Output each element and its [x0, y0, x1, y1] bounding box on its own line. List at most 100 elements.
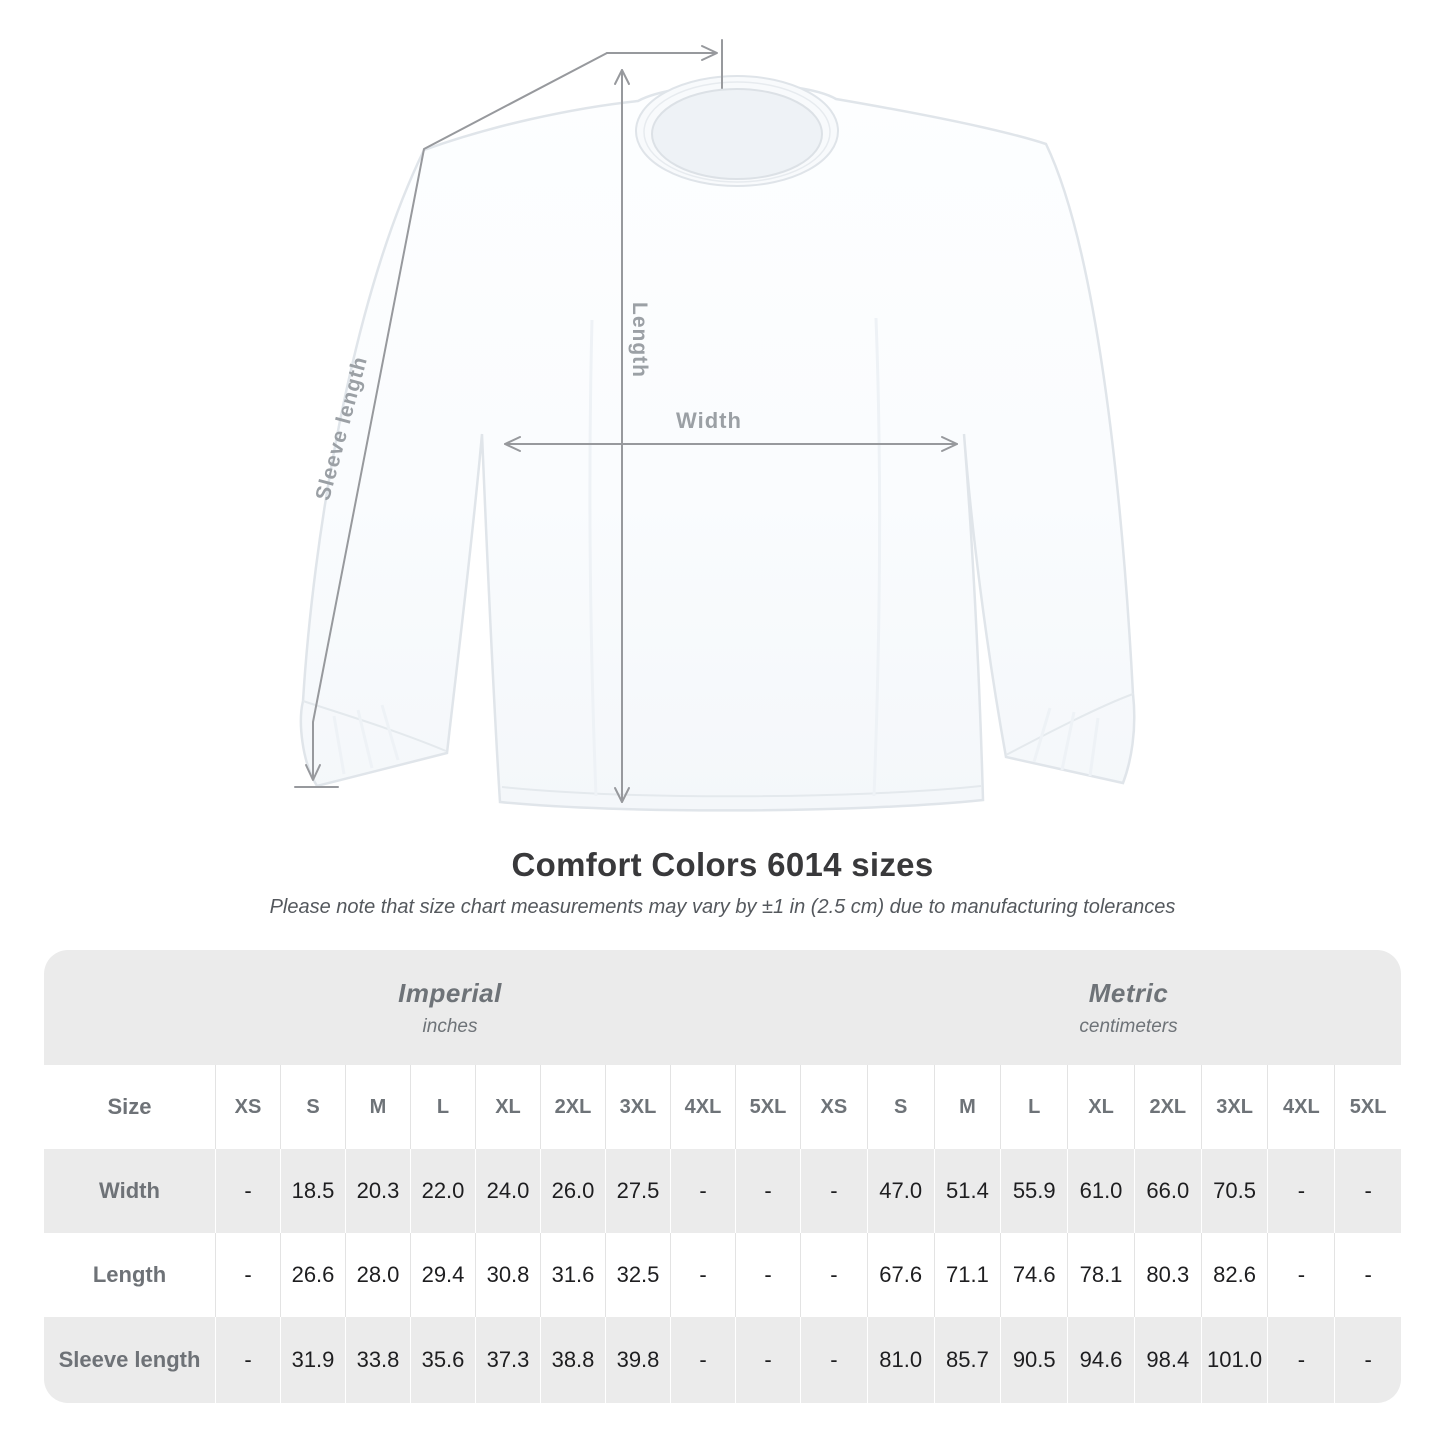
row-label: Width — [99, 1178, 160, 1203]
value-cell: 90.5 — [1000, 1317, 1067, 1403]
value-cell: - — [215, 1149, 280, 1233]
size-column-header: Size — [107, 1094, 152, 1119]
value-cell: 31.6 — [540, 1233, 605, 1317]
value-cell: 61.0 — [1067, 1149, 1134, 1233]
value-cell: 78.1 — [1067, 1233, 1134, 1317]
shoulder-offset-arrowhead — [701, 45, 718, 61]
value-cell: - — [670, 1317, 735, 1403]
imperial-header: Imperial inches — [44, 950, 856, 1065]
value-cell: - — [1267, 1149, 1334, 1233]
size-header-cell: L — [1000, 1065, 1067, 1149]
body-fold-right — [872, 317, 882, 797]
size-header-cell: 4XL — [670, 1065, 735, 1149]
metric-unit: centimeters — [1079, 1015, 1178, 1037]
size-header-cell: 5XL — [1334, 1065, 1401, 1149]
value-cell: 22.0 — [410, 1149, 475, 1233]
tshirt-illustration — [299, 75, 1136, 812]
size-header-cell: 2XL — [540, 1065, 605, 1149]
value-cell: 20.3 — [345, 1149, 410, 1233]
value-cell: 31.9 — [280, 1317, 345, 1403]
value-cell: - — [1334, 1317, 1401, 1403]
size-header-cell: L — [410, 1065, 475, 1149]
size-header-cell: M — [933, 1065, 1001, 1149]
value-cell: 32.5 — [605, 1233, 670, 1317]
value-cell: 24.0 — [475, 1149, 540, 1233]
sleeve-metric-values: -81.0 85.7 90.5 94.6 98.4 101.0- - — [800, 1317, 1401, 1403]
sleeve-measure-line — [312, 52, 608, 780]
sleeve-imperial-values: -31.9 33.8 35.6 37.3 38.8 39.8- - — [215, 1317, 800, 1403]
length-arrowhead-top — [614, 69, 630, 85]
size-header-cell: XS — [800, 1065, 867, 1149]
value-cell: 38.8 — [540, 1317, 605, 1403]
metric-label: Metric — [1088, 977, 1169, 1008]
value-cell: 81.0 — [866, 1317, 934, 1403]
hem-seam — [501, 785, 982, 798]
size-header-cell: XL — [475, 1065, 540, 1149]
value-cell: 47.0 — [866, 1149, 934, 1233]
size-header-cell: 2XL — [1133, 1065, 1201, 1149]
value-cell: - — [800, 1149, 867, 1233]
value-cell: - — [800, 1233, 867, 1317]
value-cell: - — [735, 1149, 800, 1233]
collar-opening — [651, 88, 823, 180]
imperial-label: Imperial — [398, 977, 502, 1008]
value-cell: 71.1 — [933, 1233, 1001, 1317]
width-arrowhead-right — [941, 436, 958, 452]
row-label: Length — [92, 1262, 167, 1287]
value-cell: - — [670, 1149, 735, 1233]
size-header-cell: XL — [1067, 1065, 1134, 1149]
shirt-size-diagram: Length Width Sleeve length — [294, 39, 1136, 812]
value-cell: 98.4 — [1133, 1317, 1201, 1403]
tshirt-body — [299, 82, 1136, 812]
collar-rib — [643, 81, 831, 183]
value-cell: - — [1267, 1317, 1334, 1403]
width-imperial-values: -18.5 20.3 22.0 24.0 26.0 27.5- - — [215, 1149, 800, 1233]
value-cell: 101.0 — [1200, 1317, 1268, 1403]
size-header-cell: XS — [215, 1065, 280, 1149]
table-row-length: Length -26.6 28.0 29.4 30.8 31.6 32.5- - -67.6… — [44, 1233, 1401, 1317]
value-cell: 37.3 — [475, 1317, 540, 1403]
value-cell: 33.8 — [345, 1317, 410, 1403]
imperial-size-headers: XS S M L XL 2XL 3XL 4XL 5XL — [215, 1065, 800, 1149]
body-fold-left — [588, 319, 598, 797]
width-label: Width — [676, 408, 742, 433]
value-cell: 29.4 — [410, 1233, 475, 1317]
metric-header: Metric centimeters — [856, 950, 1401, 1065]
left-cuff-gathers — [332, 704, 400, 775]
table-row-sleeve-length: Sleeve length -31.9 33.8 35.6 37.3 38.8 39.8-… — [44, 1317, 1401, 1403]
length-arrowhead-bottom — [614, 787, 630, 803]
size-header-cell: 4XL — [1267, 1065, 1334, 1149]
size-header-cell: M — [345, 1065, 410, 1149]
value-cell: - — [1334, 1233, 1401, 1317]
value-cell: - — [1267, 1233, 1334, 1317]
page-title: Comfort Colors 6014 sizes — [511, 846, 934, 883]
width-metric-values: -47.0 51.4 55.9 61.0 66.0 70.5- - — [800, 1149, 1401, 1233]
value-cell: 26.6 — [280, 1233, 345, 1317]
measurement-lines — [294, 39, 958, 803]
value-cell: - — [215, 1233, 280, 1317]
value-cell: 94.6 — [1067, 1317, 1134, 1403]
size-table: Imperial inches Metric centimeters Size … — [44, 950, 1401, 1403]
value-cell: 74.6 — [1000, 1233, 1067, 1317]
imperial-unit: inches — [422, 1015, 478, 1037]
row-label: Sleeve length — [58, 1347, 201, 1372]
tolerance-note: Please note that size chart measurements… — [269, 896, 1176, 918]
value-cell: 67.6 — [866, 1233, 934, 1317]
value-cell: 28.0 — [345, 1233, 410, 1317]
length-label: Length — [628, 302, 651, 378]
value-cell: 66.0 — [1133, 1149, 1201, 1233]
sleeve-arrowhead — [305, 764, 321, 781]
value-cell: 26.0 — [540, 1149, 605, 1233]
unit-header-band: Imperial inches Metric centimeters — [44, 950, 1401, 1065]
value-cell: 70.5 — [1200, 1149, 1268, 1233]
value-cell: 80.3 — [1133, 1233, 1201, 1317]
length-metric-values: -67.6 71.1 74.6 78.1 80.3 82.6- - — [800, 1233, 1401, 1317]
value-cell: - — [735, 1233, 800, 1317]
value-cell: 85.7 — [933, 1317, 1001, 1403]
value-cell: - — [1334, 1149, 1401, 1233]
value-cell: 35.6 — [410, 1317, 475, 1403]
size-header-cell: 3XL — [605, 1065, 670, 1149]
value-cell: 27.5 — [605, 1149, 670, 1233]
value-cell: 82.6 — [1200, 1233, 1268, 1317]
size-header-cell: S — [866, 1065, 934, 1149]
